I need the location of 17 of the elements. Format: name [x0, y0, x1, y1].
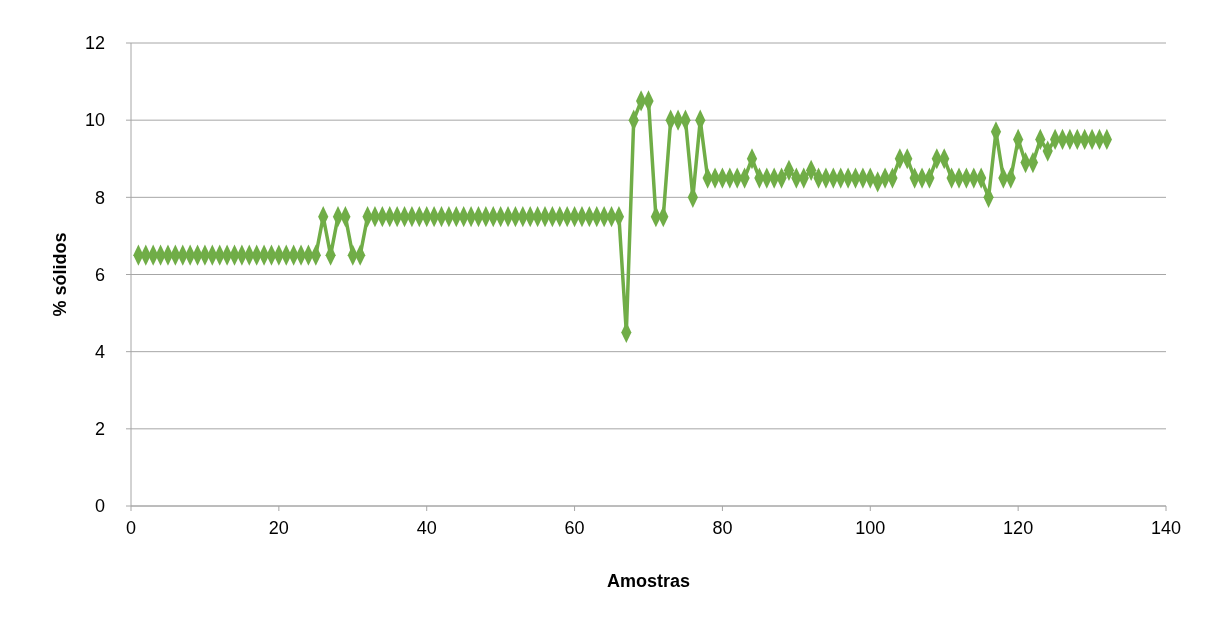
x-tick-label: 40 — [416, 518, 437, 538]
x-tick-label: 120 — [1003, 518, 1034, 538]
x-tick-label: 60 — [564, 518, 585, 538]
y-axis-title: % sólidos — [50, 232, 70, 317]
y-tick-label: 12 — [84, 33, 105, 54]
x-tick-label: 20 — [268, 518, 289, 538]
x-axis-title: Amostras — [606, 571, 691, 591]
y-tick-label: 2 — [94, 419, 105, 440]
x-tick-label: 140 — [1150, 518, 1182, 538]
y-tick-label: 0 — [94, 496, 105, 517]
y-tick-label: 4 — [94, 341, 105, 362]
y-tick-label: 10 — [84, 110, 105, 131]
y-tick-label: 6 — [94, 264, 105, 285]
x-tick-label: 80 — [712, 518, 733, 538]
x-tick-label: 100 — [855, 518, 886, 538]
y-tick-label: 8 — [94, 187, 105, 208]
x-tick-label: 0 — [125, 518, 137, 538]
